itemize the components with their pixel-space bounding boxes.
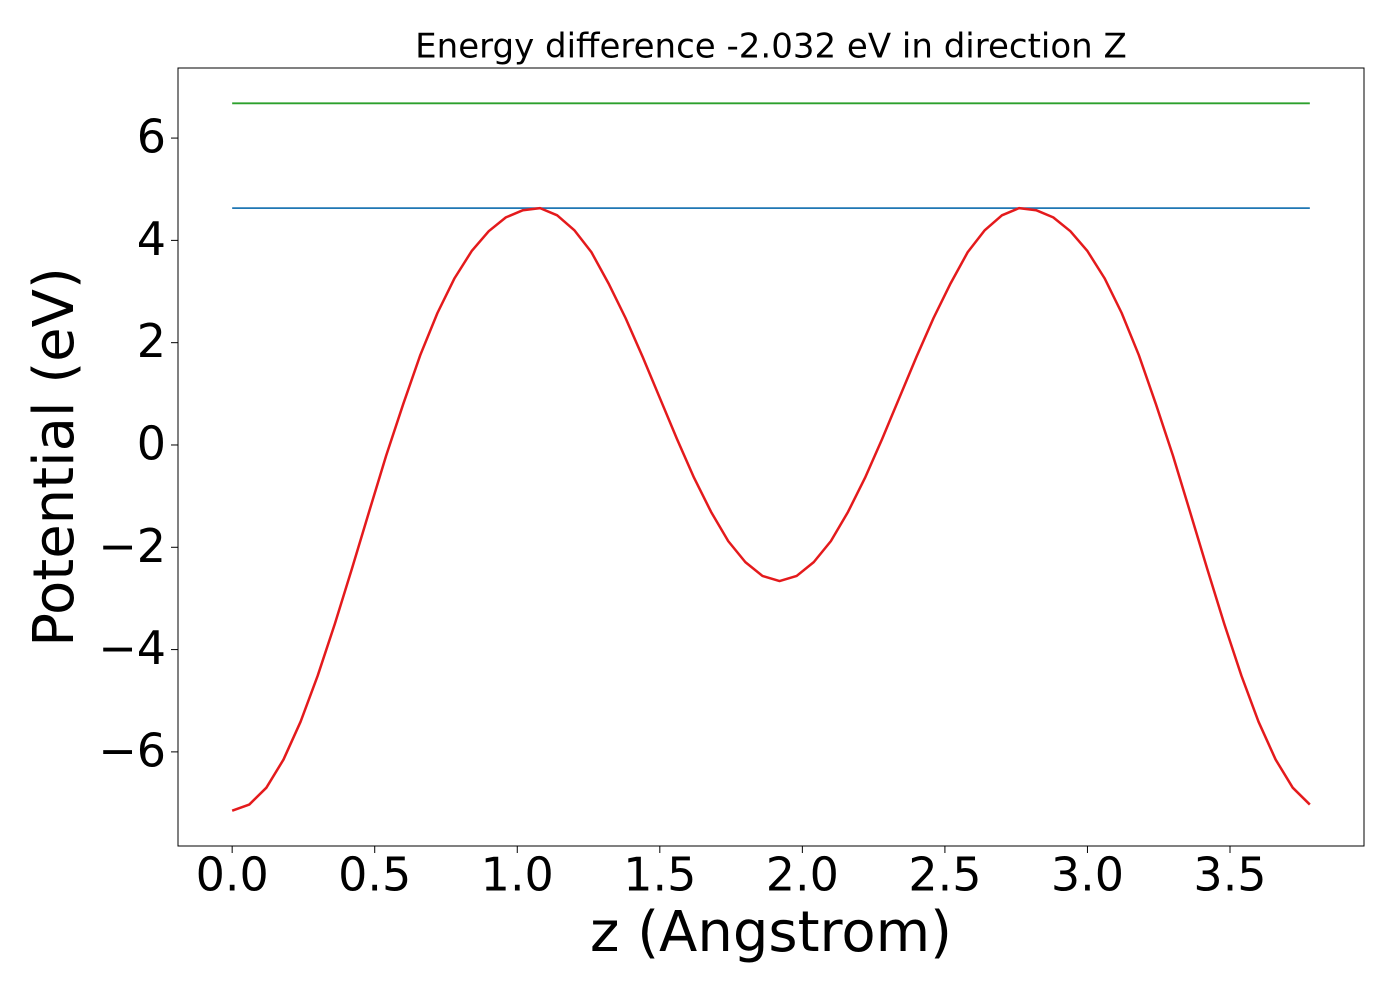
x-tick-label: 2.5 [908, 848, 981, 902]
y-tick-label: 6 [137, 110, 166, 164]
x-tick-label: 3.0 [1051, 848, 1124, 902]
x-tick-label: 0.0 [196, 848, 269, 902]
y-tick-label: 4 [137, 212, 166, 266]
x-tick-label: 1.5 [623, 848, 696, 902]
y-tick-label: −6 [98, 723, 166, 777]
y-tick-label: −4 [98, 621, 166, 675]
x-tick-label: 3.5 [1193, 848, 1266, 902]
x-tick-label: 2.0 [766, 848, 839, 902]
line-series [231, 206, 1311, 812]
chart-title: Energy difference -2.032 eV in direction… [415, 27, 1127, 67]
x-axis-label: z (Angstrom) [590, 900, 952, 965]
y-tick-label: −2 [98, 519, 166, 573]
y-axis-label: Potential (eV) [22, 267, 87, 647]
x-tick-label: 0.5 [338, 848, 411, 902]
plot-frame [177, 67, 1365, 847]
y-tick-label: 0 [137, 416, 166, 470]
y-tick-label: 2 [137, 314, 166, 368]
x-tick-label: 1.0 [481, 848, 554, 902]
